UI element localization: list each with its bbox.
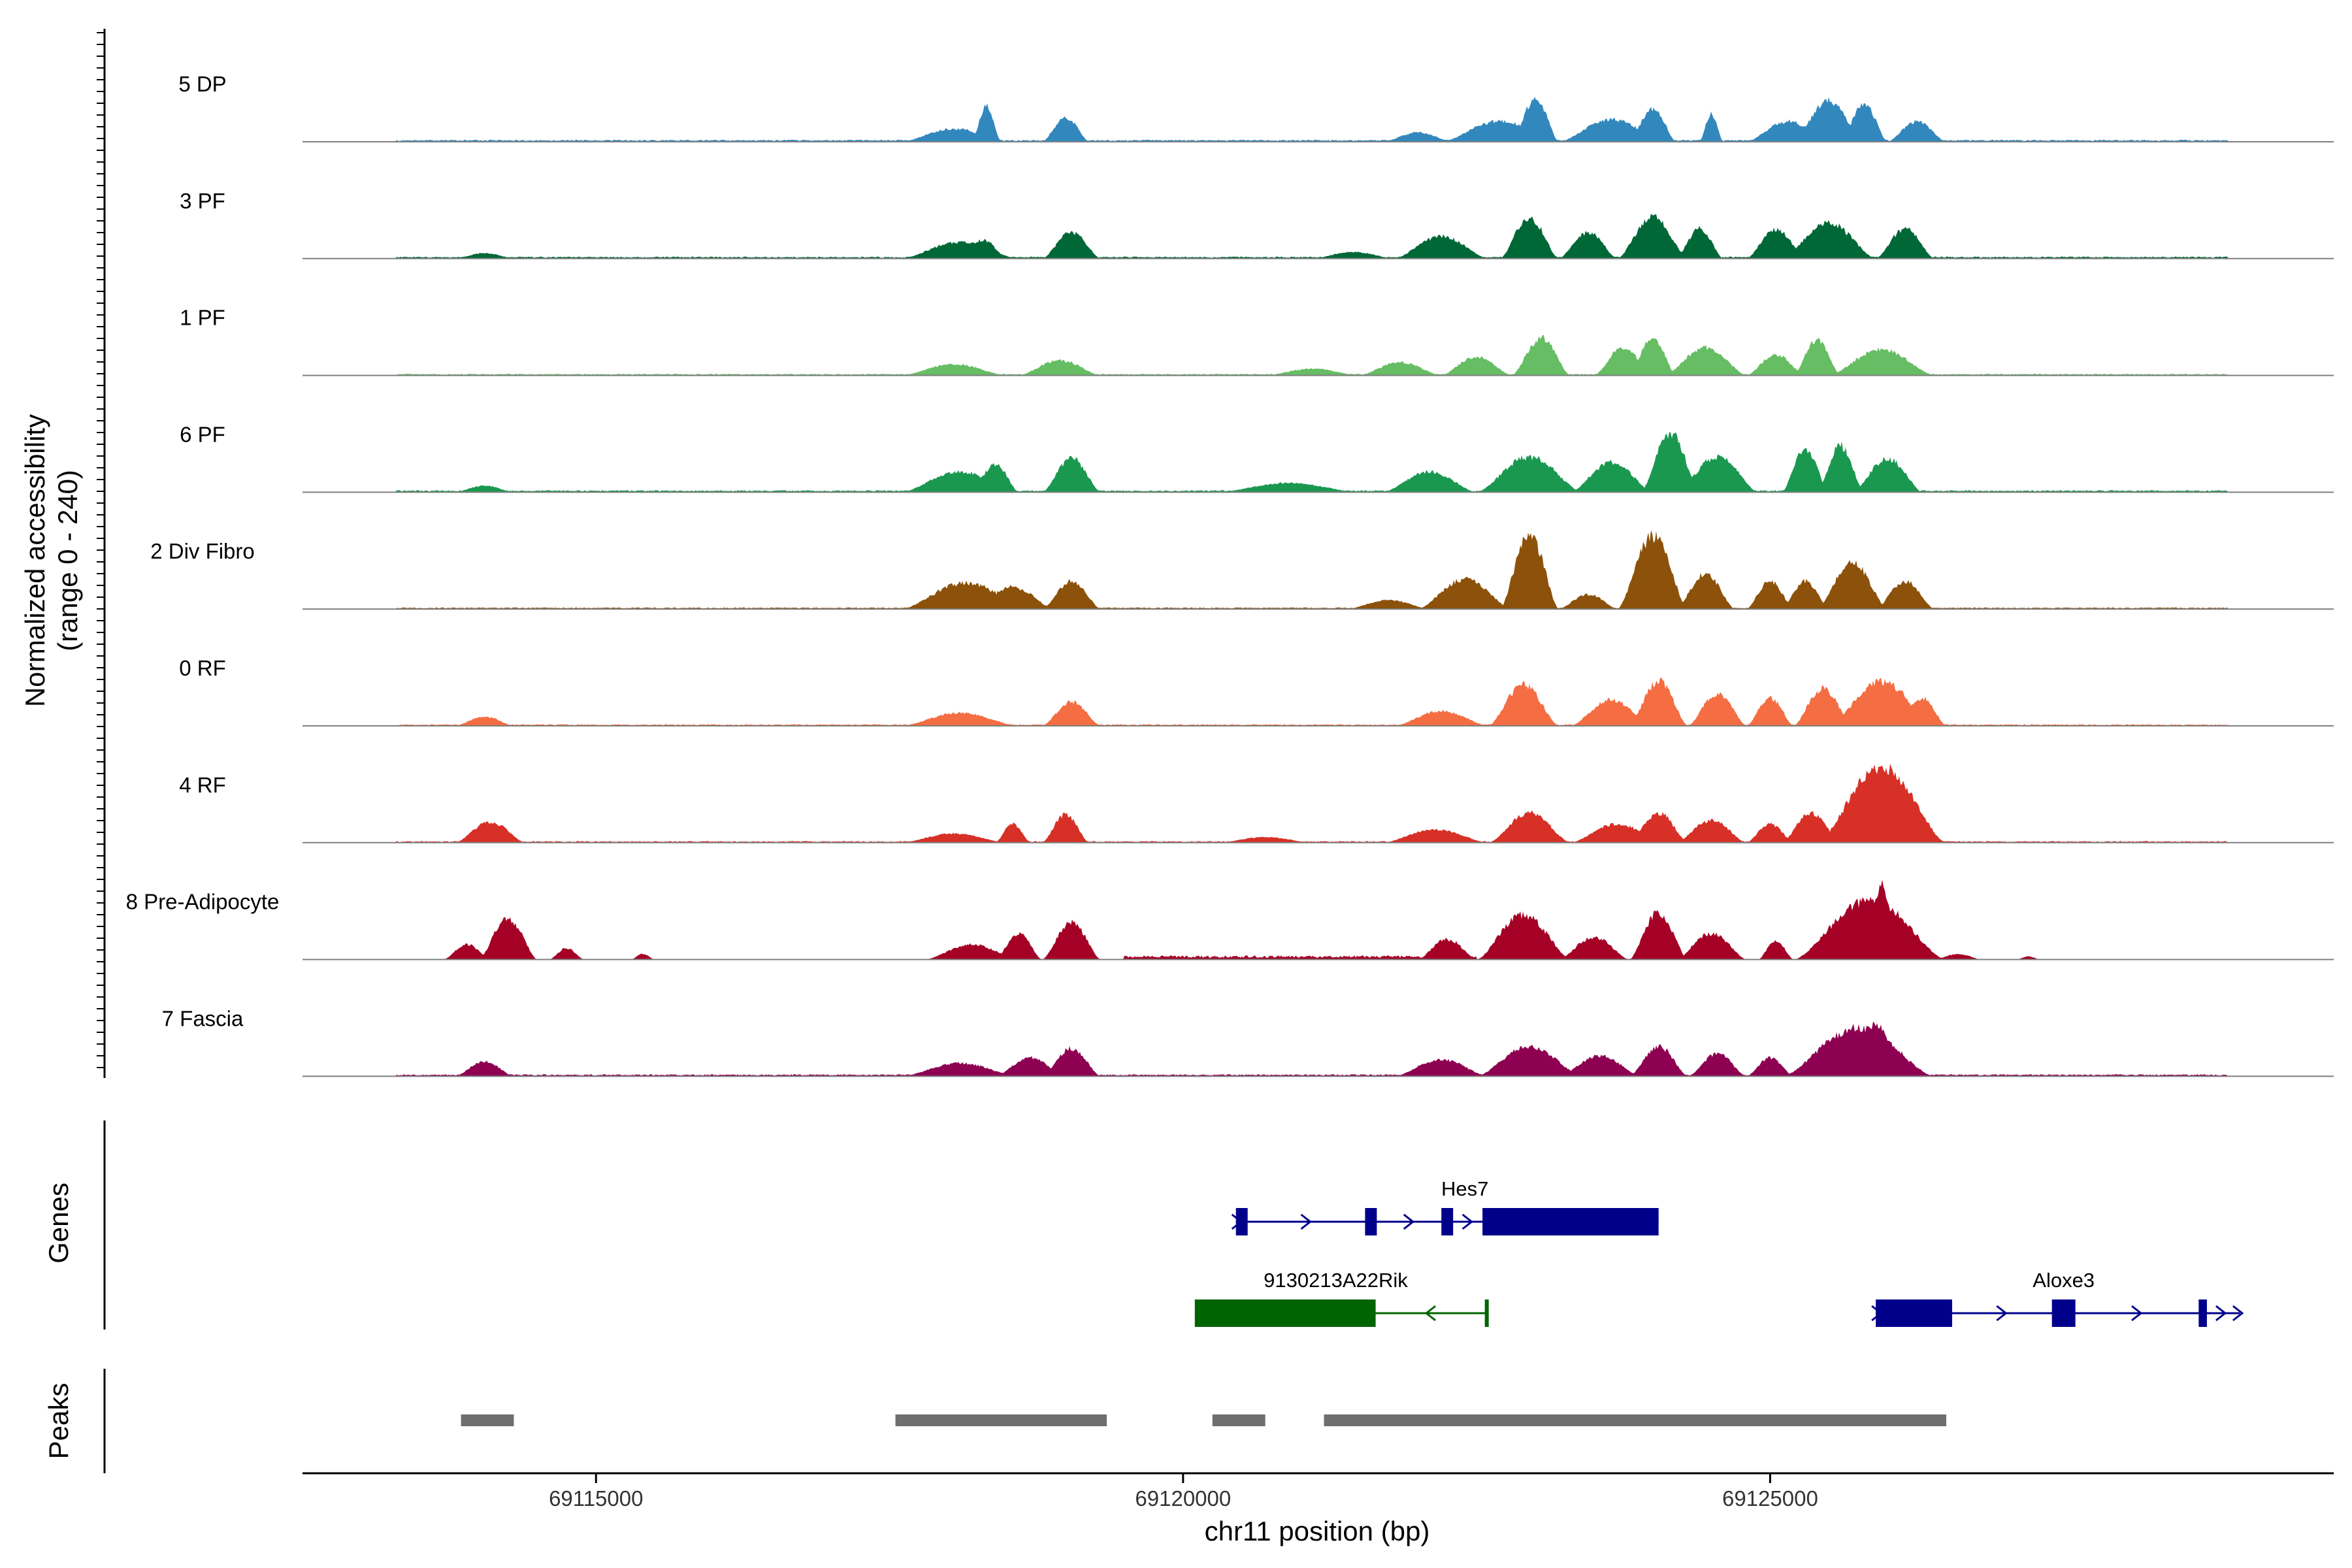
coverage-area xyxy=(302,678,2334,726)
coverage-track: 0 RF xyxy=(179,656,2334,727)
gene-model: Hes7 xyxy=(1231,1177,1659,1235)
gene-label: Aloxe3 xyxy=(2033,1269,2095,1292)
gene-label: 9130213A22Rik xyxy=(1264,1269,1408,1292)
track-label: 0 RF xyxy=(179,656,226,680)
peak-region-bar xyxy=(895,1414,1107,1426)
gene-exon xyxy=(1876,1299,1952,1327)
gene-exon xyxy=(2198,1299,2207,1327)
peak-region-bar xyxy=(1212,1414,1266,1426)
strand-arrow xyxy=(1403,1213,1415,1230)
x-axis-tick-label: 69125000 xyxy=(1722,1486,1818,1511)
coverage-area xyxy=(302,530,2334,610)
peaks-panel-title: Peaks xyxy=(43,1383,74,1460)
coverage-track: 7 Fascia xyxy=(162,1006,2334,1077)
strand-arrow xyxy=(1424,1305,1437,1322)
peak-region-bar xyxy=(1324,1414,1946,1426)
gene-exon xyxy=(1484,1299,1489,1327)
gene-exon xyxy=(1441,1208,1454,1235)
gene-exon xyxy=(1194,1299,1376,1327)
strand-arrow xyxy=(2232,1305,2244,1322)
strand-arrow xyxy=(2215,1305,2227,1322)
coverage-area xyxy=(302,879,2334,960)
gene-exon xyxy=(1235,1208,1248,1235)
track-label: 6 PF xyxy=(180,422,225,446)
genes-panel-title: Genes xyxy=(43,1183,74,1264)
gene-exon xyxy=(2051,1299,2076,1327)
y-axis-title-line2: (range 0 - 240) xyxy=(52,470,83,651)
coverage-area xyxy=(302,763,2334,843)
coverage-track: 3 PF xyxy=(180,189,2334,259)
x-axis-ticks: 69115000 69120000 69125000 xyxy=(549,1473,1818,1511)
coverage-area xyxy=(302,432,2334,493)
y-axis-title-line1: Normalized accessibility xyxy=(20,414,50,707)
coverage-track: 5 DP xyxy=(178,72,2334,142)
track-label: 1 PF xyxy=(180,306,225,330)
track-label: 3 PF xyxy=(180,189,225,213)
track-label: 8 Pre-Adipocyte xyxy=(126,890,280,914)
x-axis-tick-label: 69115000 xyxy=(549,1486,643,1511)
coverage-area xyxy=(302,96,2334,142)
gene-annotations: Hes7 9130213A22Rik Aloxe3 xyxy=(1194,1177,2244,1327)
track-label: 4 RF xyxy=(179,773,226,797)
peak-region-bar xyxy=(461,1414,514,1426)
coverage-track: 4 RF xyxy=(179,763,2334,843)
track-label: 2 Div Fibro xyxy=(150,539,255,563)
gene-exon xyxy=(1365,1208,1377,1235)
gene-model: Aloxe3 xyxy=(1871,1269,2244,1327)
gene-label: Hes7 xyxy=(1441,1177,1488,1200)
coverage-track: 1 PF xyxy=(180,306,2334,376)
strand-arrow xyxy=(1300,1213,1312,1230)
track-label: 5 DP xyxy=(178,72,226,96)
gene-exon xyxy=(1482,1208,1659,1235)
strand-arrow xyxy=(2131,1305,2143,1322)
coverage-track: 2 Div Fibro xyxy=(150,530,2334,610)
peak-regions xyxy=(461,1414,1946,1426)
coverage-track: 6 PF xyxy=(180,422,2334,493)
coverage-tracks: 5 DP 3 PF 1 PF 6 PF 2 Div Fibro 0 RF 4 RF 8 Pre… xyxy=(126,72,2334,1077)
coverage-area xyxy=(302,335,2334,376)
coverage-track: 8 Pre-Adipocyte xyxy=(126,879,2334,960)
strand-arrow xyxy=(1996,1305,2008,1322)
accessibility-y-axis-ticks xyxy=(97,32,105,1068)
x-axis-tick-label: 69120000 xyxy=(1135,1486,1231,1511)
gene-model: 9130213A22Rik xyxy=(1194,1269,1489,1327)
x-axis-title: chr11 position (bp) xyxy=(1205,1516,1430,1546)
coverage-area xyxy=(302,1021,2334,1077)
coverage-area xyxy=(302,214,2334,259)
track-label: 7 Fascia xyxy=(162,1006,244,1030)
strand-arrow xyxy=(1462,1213,1474,1230)
